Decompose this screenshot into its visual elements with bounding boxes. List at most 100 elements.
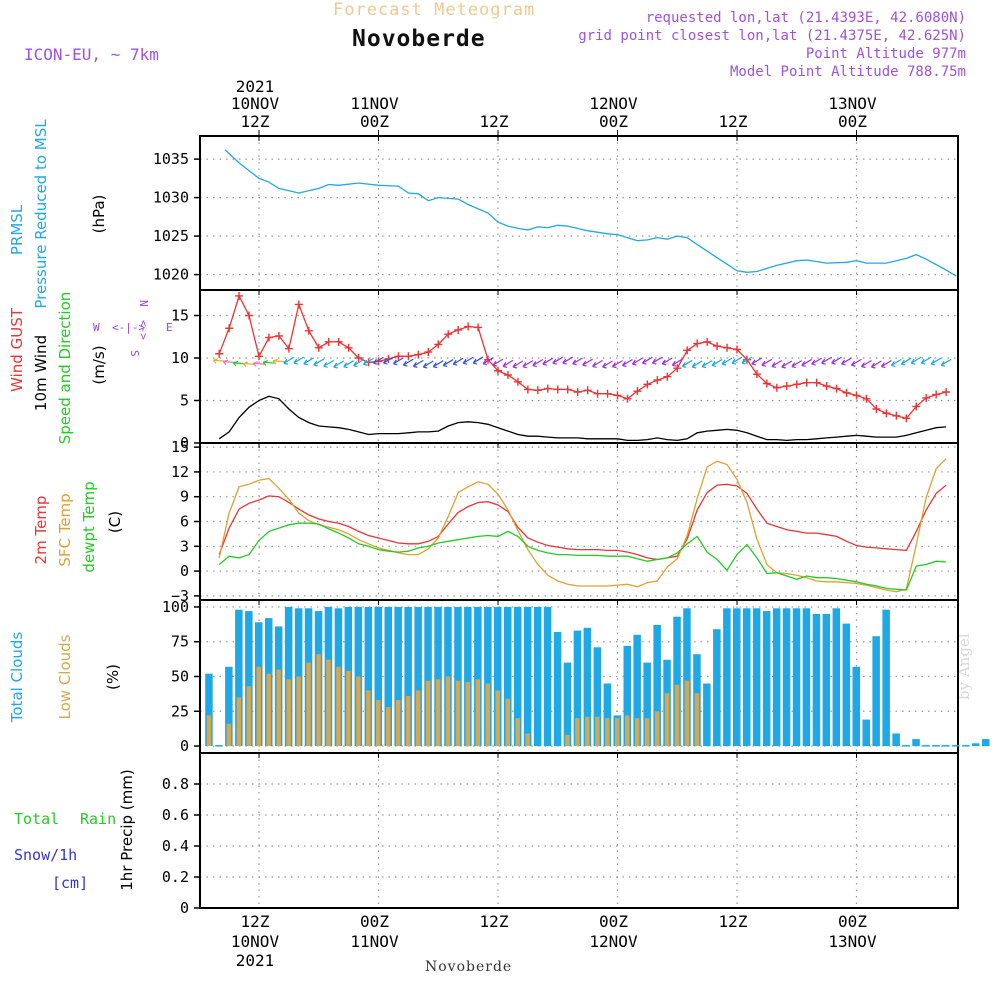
total-cloud-bar (474, 607, 482, 747)
total-cloud-bar (533, 607, 542, 747)
gust-marker (304, 326, 313, 335)
y-tick-label: 1030 (153, 189, 189, 207)
gust-marker (842, 388, 851, 397)
top-date-label: 12NOV (589, 94, 638, 113)
wind-direction-arrow (651, 356, 663, 365)
model-altitude: Model Point Altitude 788.75m (729, 64, 966, 80)
low-cloud-bar (386, 707, 391, 746)
low-cloud-bar (485, 683, 491, 747)
gust-marker (533, 386, 542, 395)
y-tick-label: 25 (171, 702, 189, 720)
low-cloud-bar (226, 723, 232, 747)
gust-marker (683, 346, 692, 355)
low-clouds-label: Low Clouds (56, 634, 74, 719)
wind-direction-arrow (612, 360, 623, 369)
wind-direction-arrow (412, 359, 424, 368)
gust-marker (723, 343, 732, 352)
wind-direction-arrow (661, 357, 673, 366)
gust-marker (324, 337, 333, 346)
gust-marker (284, 344, 293, 353)
wind-direction-arrow (821, 356, 832, 365)
total-cloud-bar (245, 611, 253, 746)
top-hour-label: 00Z (599, 112, 628, 131)
temp-2m-label: 2m Temp (32, 496, 50, 565)
wind-direction-arrow (761, 358, 773, 367)
low-cloud-bar (515, 718, 520, 746)
wind-direction-arrow (791, 360, 803, 369)
total-cloud-bar (364, 607, 373, 747)
compass-north: N (137, 300, 150, 307)
total-cloud-bar (882, 609, 890, 746)
gust-marker (822, 382, 831, 391)
gust-marker (663, 372, 672, 381)
bottom-year-label: 2021 (236, 951, 275, 970)
gust-marker (464, 322, 473, 331)
gust-marker (563, 385, 572, 394)
total-cloud-bar (633, 634, 641, 747)
total-cloud-bar (653, 625, 661, 746)
total-cloud-bar (862, 719, 870, 746)
low-cloud-bar (395, 700, 401, 746)
wind-direction-arrow (502, 359, 514, 368)
pressure-label-long: Pressure Reduced to MSL (32, 119, 50, 309)
total-cloud-bar (892, 733, 900, 746)
gust-marker (733, 345, 741, 354)
wind-direction-arrow (631, 357, 643, 366)
bottom-date-label: 11NOV (350, 932, 399, 951)
wind-direction-arrow (283, 356, 295, 365)
wind-direction-arrow (333, 360, 344, 369)
total-cloud-bar (484, 607, 492, 747)
total-cloud-bar (494, 607, 502, 747)
gust-marker (245, 311, 254, 320)
y-tick-label: 0 (180, 899, 189, 917)
y-tick-label: 10 (171, 349, 189, 367)
total-cloud-bar (523, 607, 532, 747)
temp-dewpt-label: dewpt Temp (80, 481, 98, 572)
total-cloud-bar (872, 636, 880, 747)
wind-direction-arrow (900, 357, 912, 366)
wind-direction-arrow (313, 358, 325, 367)
total-cloud-bar (952, 745, 960, 747)
total-cloud-bar (593, 647, 602, 747)
gust-marker (852, 391, 861, 400)
wind-direction-arrow (801, 358, 813, 368)
y-tick-label: 15 (171, 438, 189, 456)
low-cloud-bar (286, 679, 291, 747)
wind-direction-arrow (212, 358, 226, 364)
gust-marker (494, 366, 502, 375)
requested-coords: requested lon,lat (21.4393E, 42.6080N) (645, 10, 966, 26)
point-altitude: Point Altitude 977m (805, 46, 966, 62)
wind-direction-arrow (492, 358, 504, 367)
wind-direction-arrow (811, 357, 822, 366)
gust-marker (922, 393, 931, 402)
temp-unit-label: (C) (106, 511, 124, 533)
wind-direction-arrow (751, 357, 763, 366)
y-tick-label: 75 (171, 633, 189, 651)
total-cloud-bar (643, 662, 651, 747)
low-cloud-bar (565, 734, 570, 746)
total-clouds-label: Total Clouds (8, 632, 26, 724)
low-cloud-bar (595, 716, 600, 746)
gust-marker (404, 352, 413, 361)
compass-rose: W <-|-> E N <-> S (93, 300, 173, 357)
gust-marker (264, 333, 273, 342)
gust-marker (892, 411, 901, 420)
gust-marker (802, 378, 811, 387)
gust-marker (882, 409, 891, 418)
total-cloud-bar (543, 607, 552, 747)
location-title: Novoberde (352, 26, 486, 52)
total-cloud-bar (852, 666, 860, 747)
total-cloud-bar (553, 632, 562, 747)
total-cloud-bar (842, 623, 851, 746)
gust-marker (762, 379, 771, 388)
gust-marker (713, 342, 722, 351)
snow-unit-label: [cm] (52, 874, 88, 892)
total-cloud-bar (922, 745, 930, 747)
total-cloud-bar (573, 630, 582, 746)
wind-direction-arrow (343, 360, 354, 369)
total-cloud-bar (812, 613, 821, 746)
bottom-location: Novoberde (425, 959, 513, 975)
wind-direction-arrow (293, 356, 305, 365)
total-label: Total (14, 810, 59, 828)
low-cloud-bar (495, 690, 500, 746)
